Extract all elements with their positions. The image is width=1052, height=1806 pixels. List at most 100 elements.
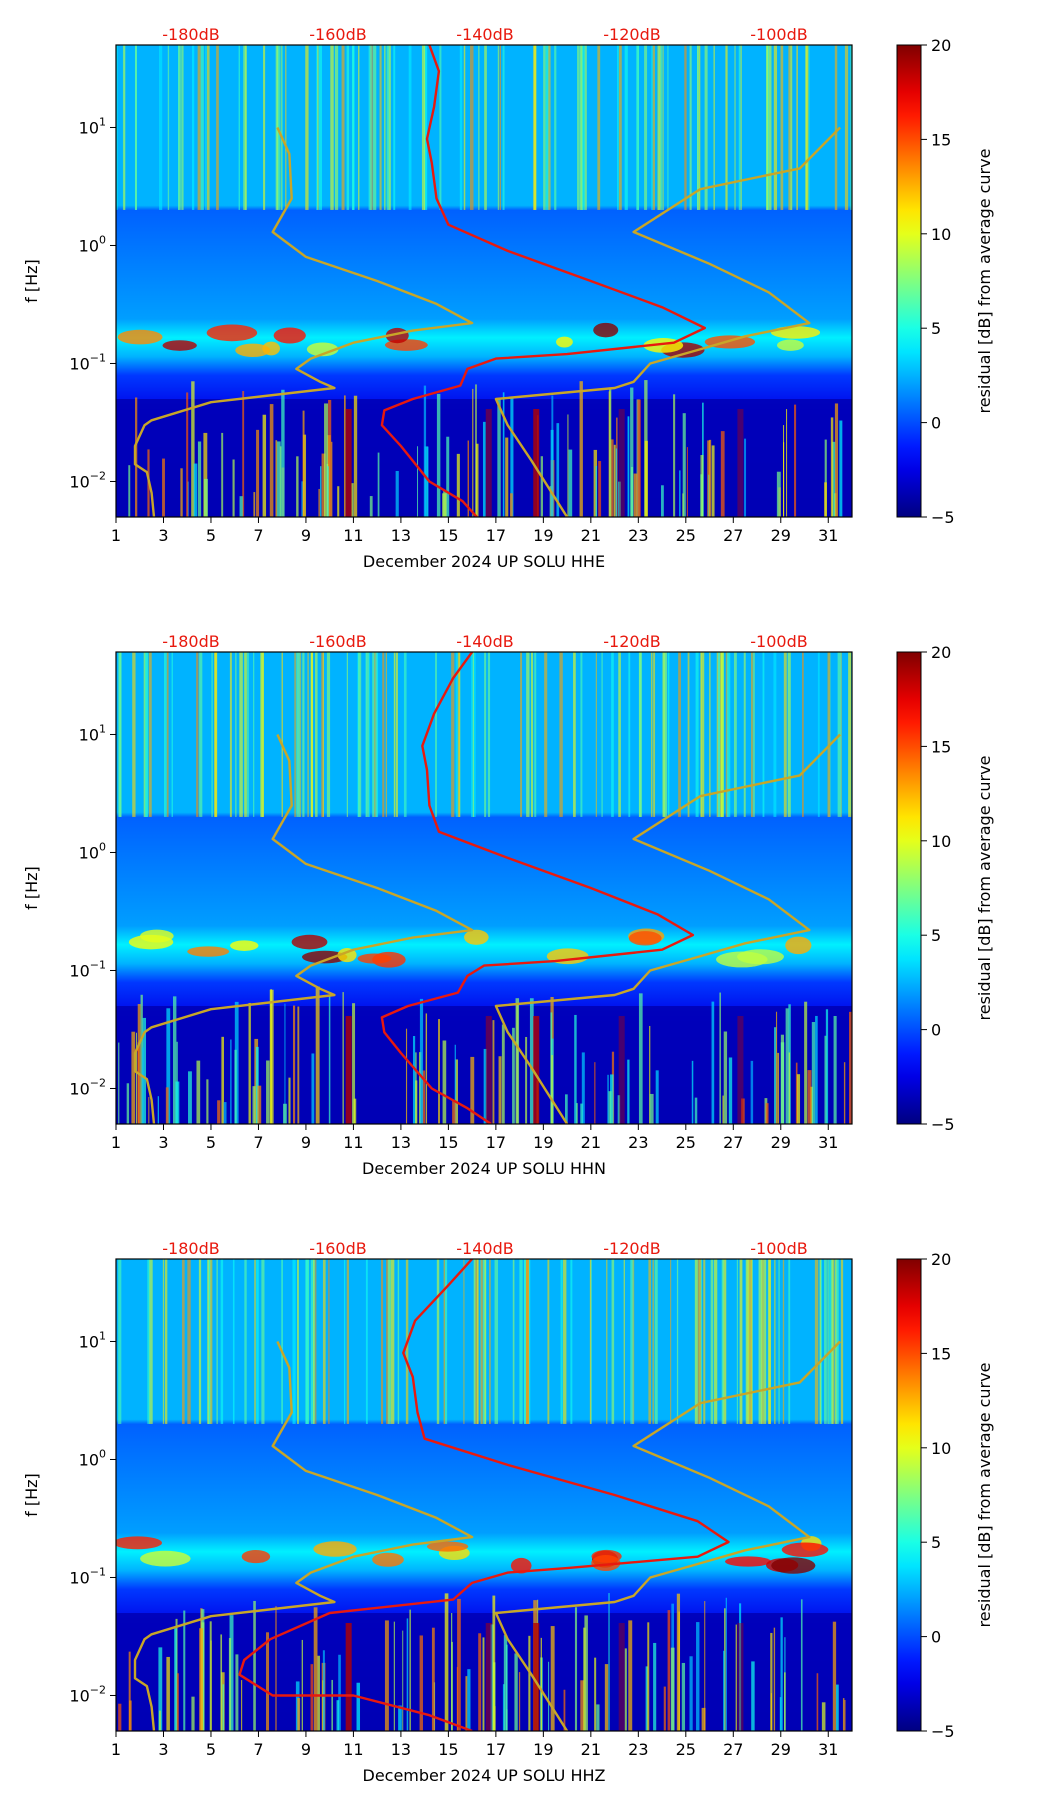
x-tick-label: 25 [676, 1740, 696, 1759]
y-tick-label: 101 [79, 1329, 106, 1351]
db-scale-label: -140dB [456, 25, 513, 44]
psd-curve [133, 127, 474, 517]
axes-frame [115, 651, 853, 1125]
y-tick-label: 10−1 [69, 1565, 106, 1587]
colorbar-tick-label: 0 [931, 1628, 941, 1647]
x-tick-label: 7 [253, 1740, 263, 1759]
y-tick-label: 100 [79, 840, 106, 862]
x-tick-label: 27 [723, 1740, 743, 1759]
spectrogram-image [116, 1259, 852, 1731]
x-tick-label: 27 [723, 1133, 743, 1152]
x-tick-label: 3 [158, 1740, 168, 1759]
x-tick-label: 15 [438, 526, 458, 545]
db-scale-label: -160dB [309, 632, 366, 651]
db-scale-label: -180dB [162, 632, 219, 651]
x-tick-label: 15 [438, 1133, 458, 1152]
spectrogram-panel: 1 3 5 7 9 11 13 15 17 19 21 23 25 27 29 31-180dB -160dB -… [22, 632, 994, 1178]
db-scale-label: -140dB [456, 1239, 513, 1258]
x-tick-label: 23 [628, 1740, 648, 1759]
y-tick-label: 10−2 [69, 469, 106, 491]
x-tick-label: 9 [301, 1133, 311, 1152]
db-scale-label: -120dB [603, 25, 660, 44]
x-tick-label: 11 [343, 1740, 363, 1759]
colorbar-tick-label: −5 [931, 1115, 955, 1134]
axes-frame [115, 1258, 853, 1732]
x-tick-label: 5 [206, 526, 216, 545]
psd-curve [380, 45, 706, 517]
x-tick-label: 3 [158, 1133, 168, 1152]
colorbar: 20 15 10 5 0 −5 residual [dB] from average cur… [896, 643, 994, 1134]
colorbar-tick-label: 10 [931, 832, 951, 851]
colorbar-tick-label: 5 [931, 319, 941, 338]
colorbar: 20 15 10 5 0 −5 residual [dB] from average cur… [896, 1250, 994, 1741]
x-tick-label: 19 [533, 1133, 553, 1152]
spectrogram-image [116, 652, 852, 1124]
colorbar-tick-label: 10 [931, 225, 951, 244]
colorbar-tick-label: 0 [931, 414, 941, 433]
db-scale-label: -100dB [750, 1239, 807, 1258]
x-tick-label: 29 [771, 526, 791, 545]
psd-curve [238, 1259, 730, 1731]
x-axis-label: December 2024 UP SOLU HHZ [363, 1766, 606, 1785]
x-tick-label: 25 [676, 526, 696, 545]
db-scale-label: -120dB [603, 632, 660, 651]
x-tick-label: 1 [111, 1740, 121, 1759]
x-tick-label: 1 [111, 1133, 121, 1152]
db-scale-label: -140dB [456, 632, 513, 651]
y-axis-label: f [Hz] [22, 866, 41, 910]
x-tick-label: 9 [301, 526, 311, 545]
colorbar-label: residual [dB] from average curve [975, 1363, 994, 1628]
x-tick-label: 5 [206, 1133, 216, 1152]
colorbar-tick-label: 20 [931, 643, 951, 662]
db-scale-label: -100dB [750, 632, 807, 651]
x-tick-label: 1 [111, 526, 121, 545]
y-axis-label: f [Hz] [22, 259, 41, 303]
x-tick-label: 23 [628, 526, 648, 545]
colorbar-label: residual [dB] from average curve [975, 756, 994, 1021]
psd-curve [494, 126, 841, 517]
x-tick-label: 3 [158, 526, 168, 545]
psd-curve [494, 733, 841, 1124]
x-tick-label: 17 [486, 1740, 506, 1759]
x-tick-label: 13 [391, 526, 411, 545]
spectrogram-panel: 1 3 5 7 9 11 13 15 17 19 21 23 25 27 29 31-180dB -160dB -… [22, 1239, 994, 1785]
y-tick-label: 10−2 [69, 1683, 106, 1705]
db-scale-label: -120dB [603, 1239, 660, 1258]
x-tick-label: 17 [486, 526, 506, 545]
axes-frame [115, 44, 853, 518]
db-scale-label: -180dB [162, 25, 219, 44]
x-tick-label: 21 [581, 1740, 601, 1759]
x-tick-label: 31 [818, 526, 838, 545]
x-tick-label: 7 [253, 1133, 263, 1152]
x-tick-label: 31 [818, 1740, 838, 1759]
x-tick-label: 29 [771, 1740, 791, 1759]
colorbar-tick-label: 20 [931, 1250, 951, 1269]
spectrogram-panel: 1 3 5 7 9 11 13 15 17 19 21 23 25 27 29 31-180dB -160dB -… [22, 25, 994, 571]
db-scale-label: -160dB [309, 25, 366, 44]
x-tick-label: 13 [391, 1133, 411, 1152]
colorbar-tick-label: 10 [931, 1439, 951, 1458]
psd-curve [494, 1340, 841, 1731]
spectrogram-image [116, 45, 852, 517]
x-tick-label: 17 [486, 1133, 506, 1152]
x-tick-label: 25 [676, 1133, 696, 1152]
x-tick-label: 31 [818, 1133, 838, 1152]
y-tick-label: 10−1 [69, 351, 106, 373]
psd-curve [380, 652, 695, 1124]
y-tick-label: 100 [79, 233, 106, 255]
colorbar-tick-label: 20 [931, 36, 951, 55]
x-tick-label: 19 [533, 1740, 553, 1759]
y-axis-label: f [Hz] [22, 1473, 41, 1517]
x-tick-label: 9 [301, 1740, 311, 1759]
y-tick-label: 100 [79, 1447, 106, 1469]
x-tick-label: 11 [343, 1133, 363, 1152]
colorbar-tick-label: 15 [931, 1344, 951, 1363]
x-tick-label: 23 [628, 1133, 648, 1152]
db-scale-label: -100dB [750, 25, 807, 44]
x-axis-label: December 2024 UP SOLU HHN [362, 1159, 606, 1178]
x-tick-label: 5 [206, 1740, 216, 1759]
db-scale-label: -180dB [162, 1239, 219, 1258]
x-tick-label: 21 [581, 1133, 601, 1152]
x-tick-label: 7 [253, 526, 263, 545]
